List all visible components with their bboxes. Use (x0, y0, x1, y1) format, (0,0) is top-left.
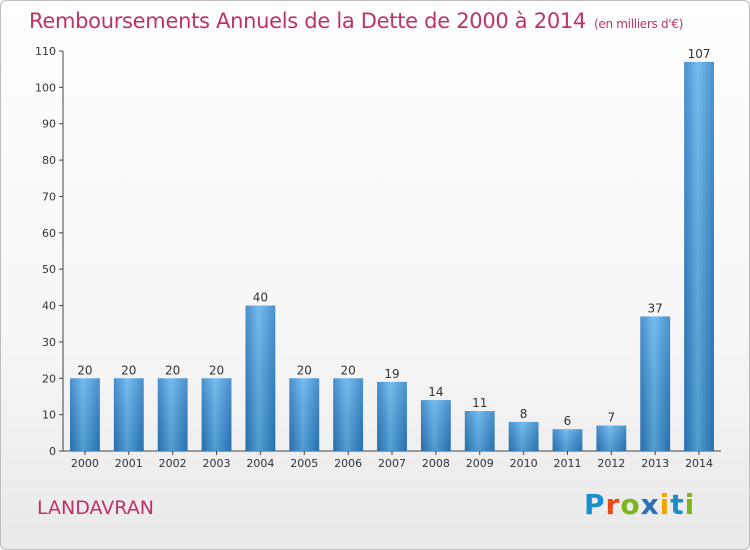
bar-value-label: 11 (472, 396, 487, 410)
y-tick-label: 30 (42, 336, 56, 349)
bar-shade (377, 381, 407, 451)
bar-value-label: 14 (428, 385, 443, 399)
bars: 20 20 20 20 40 20 20 19 14 11 8 6 7 37 107 (70, 47, 714, 452)
y-tick-label: 90 (42, 118, 56, 131)
bar-value-label: 40 (253, 291, 268, 305)
x-tick-label: 2000 (71, 457, 99, 470)
bar-shade (420, 400, 451, 451)
y-tick-label: 0 (49, 445, 56, 458)
bar-value-label: 19 (384, 367, 399, 381)
bar-shade (684, 61, 714, 452)
axes: 0 10 20 30 40 50 60 70 80 90 100 110 2000 2001 2002 200… (35, 45, 721, 470)
bar-shade (464, 411, 495, 451)
x-tick-label: 2001 (115, 457, 143, 470)
brand-letter: x (640, 488, 660, 521)
bar-shade (552, 429, 583, 451)
bar-value-label: 20 (121, 363, 136, 377)
bar-shade (245, 305, 276, 451)
x-tick-label: 2006 (334, 457, 362, 470)
brand-letter: i (684, 488, 696, 521)
x-tick-label: 2008 (422, 457, 450, 470)
bar-value-label: 20 (77, 363, 92, 377)
x-tick-label: 2003 (203, 457, 231, 470)
y-tick-label: 60 (42, 227, 56, 240)
y-tick-label: 70 (42, 190, 56, 203)
x-tick-label: 2002 (159, 457, 187, 470)
chart-unit: (en milliers d'€) (594, 17, 684, 31)
brand-letter: t (670, 488, 685, 521)
bar-value-label: 20 (165, 363, 180, 377)
y-tick-label: 100 (35, 81, 56, 94)
brand-letter: P (584, 488, 606, 521)
bar-value-label: 37 (648, 301, 663, 315)
bar-shade (70, 378, 100, 451)
x-tick-label: 2009 (466, 457, 494, 470)
bar-shade (596, 425, 627, 451)
y-tick-label: 10 (42, 409, 56, 422)
x-tick-label: 2012 (597, 457, 625, 470)
bar-shade (333, 378, 364, 451)
y-tick-label: 40 (42, 300, 56, 313)
x-tick-label: 2004 (246, 457, 274, 470)
brand-letter: i (659, 488, 671, 521)
bar-shade (640, 316, 671, 451)
bar-shade (113, 378, 144, 451)
place-name: LANDAVRAN (37, 497, 154, 519)
y-tick-label: 110 (35, 45, 56, 58)
chart-title-text: Remboursements Annuels de la Dette de 20… (29, 9, 586, 33)
brand-logo: Proxiti (584, 488, 695, 521)
bar-value-label: 6 (564, 414, 572, 428)
brand-letter: r (605, 488, 621, 521)
y-tick-label: 80 (42, 154, 56, 167)
x-tick-label: 2005 (290, 457, 318, 470)
bar-value-label: 20 (209, 363, 224, 377)
x-tick-label: 2011 (553, 457, 581, 470)
x-tick-label: 2010 (510, 457, 538, 470)
brand-letter: o (620, 488, 641, 521)
bar-value-label: 20 (340, 363, 355, 377)
bar-value-label: 20 (297, 363, 312, 377)
bar-shade (157, 378, 188, 451)
x-tick-label: 2014 (685, 457, 713, 470)
bar-value-label: 8 (520, 407, 528, 421)
bar-shade (201, 378, 232, 451)
chart-title: Remboursements Annuels de la Dette de 20… (29, 9, 683, 33)
bar-value-label: 7 (608, 411, 616, 425)
y-tick-label: 50 (42, 263, 56, 276)
bar-shade (289, 378, 320, 451)
x-tick-label: 2007 (378, 457, 406, 470)
bar-shade (508, 421, 539, 451)
y-tick-label: 20 (42, 372, 56, 385)
x-tick-label: 2013 (641, 457, 669, 470)
bar-value-label: 107 (688, 47, 711, 61)
